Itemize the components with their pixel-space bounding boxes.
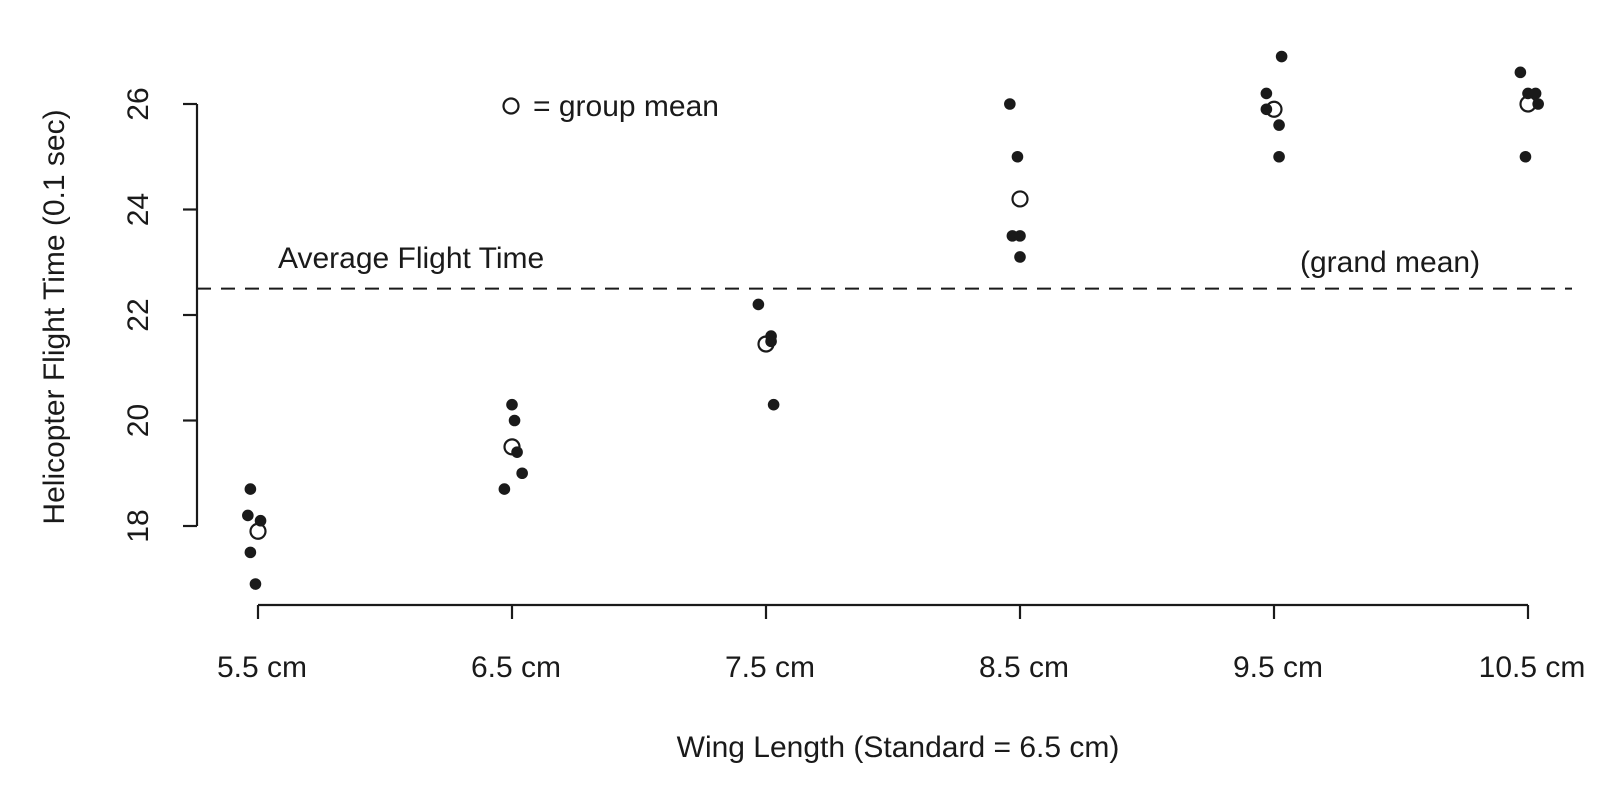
data-point <box>506 398 518 411</box>
y-tick-label: 20 <box>122 404 155 437</box>
grand-mean-label-left: Average Flight Time <box>278 242 544 275</box>
data-points <box>242 50 1544 590</box>
data-point <box>1529 87 1542 100</box>
data-point <box>508 414 521 427</box>
data-point <box>242 509 254 522</box>
group-mean-marker <box>1265 100 1283 118</box>
x-tick-label: 6.5 cm <box>471 651 561 684</box>
data-point <box>1004 98 1016 110</box>
y-tick-label: 24 <box>122 193 155 226</box>
group-mean-marker <box>503 438 521 456</box>
data-point <box>1273 119 1285 131</box>
x-tick-label: 7.5 cm <box>725 651 815 684</box>
data-point <box>1014 230 1026 242</box>
data-point <box>1011 150 1024 163</box>
data-point <box>1275 50 1288 63</box>
x-tick-label: 8.5 cm <box>979 651 1069 684</box>
data-point <box>249 578 262 590</box>
group-mean-marker <box>757 335 775 353</box>
y-tick-label: 26 <box>122 87 155 120</box>
group-mean-marker <box>1519 95 1537 113</box>
data-point <box>752 298 765 311</box>
data-point <box>244 483 257 495</box>
x-tick-label: 5.5 cm <box>217 651 307 684</box>
y-tick-label: 18 <box>122 509 155 542</box>
y-tick-label: 22 <box>122 298 155 331</box>
grand-mean-label-right: (grand mean) <box>1300 246 1480 279</box>
x-axis-title: Wing Length (Standard = 6.5 cm) <box>677 731 1120 764</box>
group-mean-markers <box>249 95 1537 540</box>
x-tick-label: 9.5 cm <box>1233 651 1323 684</box>
data-point <box>1519 150 1532 163</box>
data-point <box>767 398 780 411</box>
data-point <box>1273 150 1285 163</box>
group-mean-marker <box>249 522 267 540</box>
data-point <box>1260 87 1273 100</box>
legend-open-circle-marker <box>502 97 520 115</box>
legend: = group mean <box>502 90 719 123</box>
legend-label: = group mean <box>533 90 719 123</box>
data-point <box>498 483 511 495</box>
data-point <box>516 467 528 480</box>
x-tick-label: 10.5 cm <box>1479 651 1586 684</box>
data-point <box>1014 251 1026 263</box>
data-point <box>244 546 257 559</box>
data-point <box>1514 66 1527 79</box>
group-mean-marker <box>1011 190 1029 208</box>
x-axis: 5.5 cm 6.5 cm 7.5 cm 8.5 cm 9.5 cm 10.5 cm <box>217 603 1586 684</box>
y-axis: 18 20 22 24 26 <box>122 87 199 543</box>
y-axis-title: Helicopter Flight Time (0.1 sec) <box>38 109 71 524</box>
